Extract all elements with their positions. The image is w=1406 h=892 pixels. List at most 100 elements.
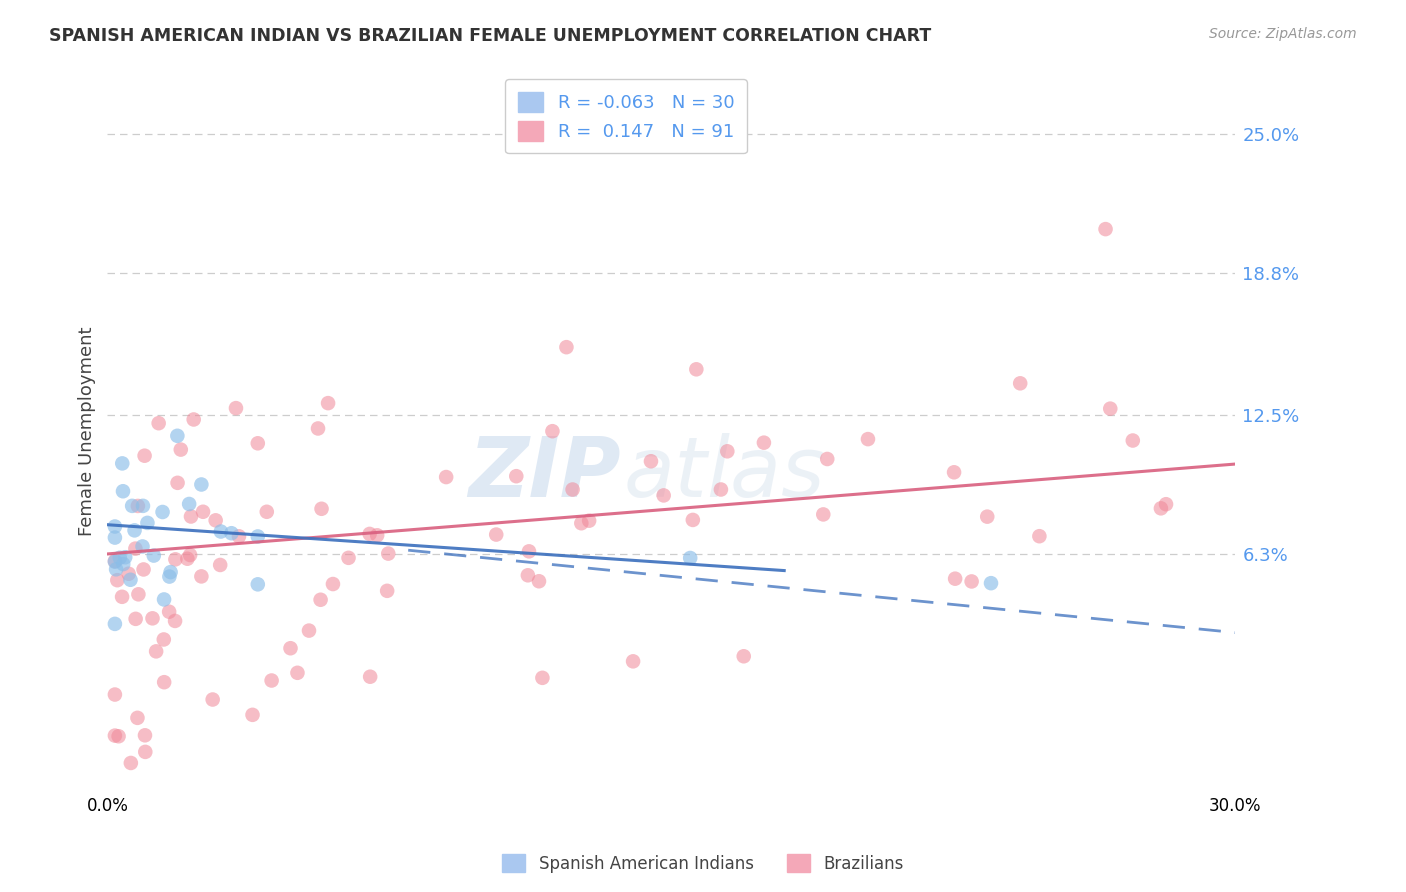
Point — [710, 483, 733, 497]
Point — [127, 711, 149, 725]
Point — [120, 573, 142, 587]
Point — [316, 396, 339, 410]
Point — [813, 508, 835, 522]
Point — [112, 557, 135, 571]
Point — [527, 574, 550, 589]
Point — [287, 665, 309, 680]
Point — [157, 605, 180, 619]
Point — [180, 509, 202, 524]
Point — [114, 550, 136, 565]
Point — [960, 574, 983, 589]
Point — [578, 514, 600, 528]
Point — [120, 756, 142, 770]
Point — [541, 424, 564, 438]
Point — [682, 513, 704, 527]
Point — [221, 526, 243, 541]
Point — [104, 531, 127, 545]
Point — [104, 616, 127, 631]
Point — [124, 524, 146, 538]
Y-axis label: Female Unemployment: Female Unemployment — [79, 326, 96, 536]
Point — [531, 671, 554, 685]
Point — [733, 649, 755, 664]
Point — [366, 528, 388, 542]
Point — [127, 499, 149, 513]
Point — [246, 577, 269, 591]
Point — [111, 590, 134, 604]
Legend: Spanish American Indians, Brazilians: Spanish American Indians, Brazilians — [495, 847, 911, 880]
Point — [148, 416, 170, 430]
Point — [152, 505, 174, 519]
Point — [377, 547, 399, 561]
Point — [228, 529, 250, 543]
Text: Source: ZipAtlas.com: Source: ZipAtlas.com — [1209, 27, 1357, 41]
Point — [242, 707, 264, 722]
Point — [322, 577, 344, 591]
Point — [152, 632, 174, 647]
Point — [555, 340, 578, 354]
Point — [856, 432, 879, 446]
Point — [225, 401, 247, 416]
Legend: R = -0.063   N = 30, R =  0.147   N = 91: R = -0.063 N = 30, R = 0.147 N = 91 — [506, 79, 747, 153]
Point — [716, 444, 738, 458]
Point — [485, 527, 508, 541]
Point — [359, 527, 381, 541]
Point — [166, 429, 188, 443]
Point — [107, 729, 129, 743]
Point — [136, 516, 159, 530]
Point — [131, 540, 153, 554]
Point — [337, 550, 360, 565]
Text: atlas: atlas — [624, 434, 825, 515]
Point — [153, 675, 176, 690]
Point — [260, 673, 283, 688]
Point — [159, 565, 181, 579]
Point — [640, 454, 662, 468]
Point — [298, 624, 321, 638]
Point — [104, 555, 127, 569]
Point — [679, 551, 702, 566]
Point — [111, 484, 134, 499]
Text: SPANISH AMERICAN INDIAN VS BRAZILIAN FEMALE UNEMPLOYMENT CORRELATION CHART: SPANISH AMERICAN INDIAN VS BRAZILIAN FEM… — [49, 27, 931, 45]
Point — [104, 688, 127, 702]
Point — [141, 611, 163, 625]
Point — [124, 541, 146, 556]
Point — [165, 614, 187, 628]
Point — [256, 505, 278, 519]
Point — [105, 562, 128, 576]
Point — [179, 548, 201, 562]
Point — [117, 566, 139, 581]
Point — [134, 728, 156, 742]
Point — [134, 449, 156, 463]
Point — [280, 641, 302, 656]
Point — [246, 436, 269, 450]
Point — [359, 670, 381, 684]
Point — [153, 592, 176, 607]
Point — [309, 592, 332, 607]
Point — [621, 654, 644, 668]
Point — [165, 552, 187, 566]
Point — [166, 475, 188, 490]
Point — [1099, 401, 1122, 416]
Point — [108, 550, 131, 565]
Point — [127, 587, 149, 601]
Point — [105, 573, 128, 587]
Text: ZIP: ZIP — [468, 434, 620, 515]
Point — [104, 554, 127, 568]
Point — [132, 562, 155, 576]
Point — [246, 529, 269, 543]
Point — [1094, 222, 1116, 236]
Point — [505, 469, 527, 483]
Point — [204, 513, 226, 527]
Point — [1010, 376, 1032, 391]
Point — [943, 572, 966, 586]
Point — [132, 499, 155, 513]
Point — [375, 583, 398, 598]
Point — [142, 549, 165, 563]
Point — [111, 456, 134, 470]
Point — [1154, 497, 1177, 511]
Point — [516, 568, 538, 582]
Point — [1150, 501, 1173, 516]
Point — [183, 412, 205, 426]
Point — [569, 516, 592, 531]
Point — [685, 362, 707, 376]
Point — [134, 745, 156, 759]
